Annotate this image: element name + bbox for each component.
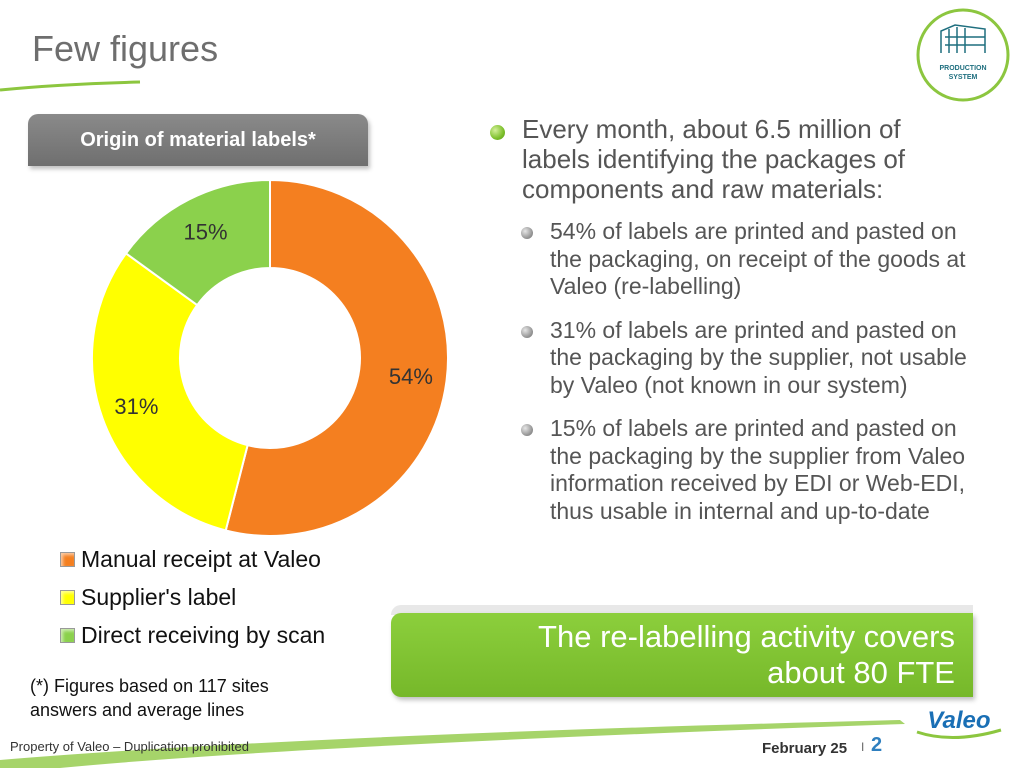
sub-bullet-text: 15% of labels are printed and pasted on … (550, 415, 966, 524)
footer-date: February 25 (762, 740, 848, 757)
footnote: (*) Figures based on 117 sites answers a… (30, 676, 269, 720)
page-number: 2 (871, 734, 883, 756)
main-bullet-text: Every month, about 6.5 million of labels… (522, 114, 906, 204)
slice-label: 15% (184, 219, 228, 244)
gray-bullet-icon (521, 325, 533, 338)
legend-label: Direct receiving by scan (81, 621, 326, 648)
legend-item: Supplier's label (60, 578, 325, 616)
sub-bullet-text: 54% of labels are printed and pasted on … (550, 218, 966, 299)
donut-slice (224, 178, 449, 537)
chart-header: Origin of material labels* (28, 114, 368, 166)
callout-tab (391, 605, 973, 615)
callout-line-1: The re-labelling activity covers (538, 619, 955, 654)
page-title: Few figures (32, 28, 219, 69)
svg-text:Valeo: Valeo (927, 707, 990, 734)
donut-slice (91, 251, 249, 532)
sub-bullet-text: 31% of labels are printed and pasted on … (550, 316, 967, 398)
legend-swatch (60, 551, 75, 567)
valeo-logo: Valeo (916, 707, 1002, 739)
legend-swatch (60, 627, 75, 643)
legend-item: Manual receipt at Valeo (60, 540, 325, 578)
slice-label: 31% (114, 394, 158, 419)
green-bullet-icon (490, 125, 505, 140)
footer-copyright: Property of Valeo – Duplication prohibit… (10, 739, 249, 754)
footer-separator: I (861, 740, 865, 754)
main-bullet: Every month, about 6.5 million of labels… (490, 114, 970, 204)
callout-box: The re-labelling activity covers about 8… (391, 613, 973, 697)
legend-swatch (60, 589, 75, 605)
sub-bullet: 15% of labels are printed and pasted on … (490, 415, 970, 525)
logo-text-2: SYSTEM (949, 74, 978, 81)
legend-label: Supplier's label (81, 583, 237, 610)
donut-slice (124, 178, 271, 307)
sub-bullet: 54% of labels are printed and pasted on … (490, 218, 970, 301)
callout-line-2: about 80 FTE (767, 655, 955, 690)
chart-legend: Manual receipt at Valeo Supplier's label D… (60, 540, 325, 654)
slice-label: 54% (389, 364, 433, 389)
bullet-list: Every month, about 6.5 million of labels… (490, 114, 970, 541)
building-icon (940, 24, 986, 53)
legend-item: Direct receiving by scan (60, 616, 325, 654)
legend-label: Manual receipt at Valeo (81, 545, 321, 572)
logo-text-1: PRODUCTION (939, 65, 986, 72)
production-system-logo: PRODUCTION SYSTEM (916, 8, 1010, 102)
gray-bullet-icon (521, 227, 533, 239)
sub-bullet: 31% of labels are printed and pasted on … (490, 317, 970, 400)
gray-bullet-icon (521, 424, 533, 436)
